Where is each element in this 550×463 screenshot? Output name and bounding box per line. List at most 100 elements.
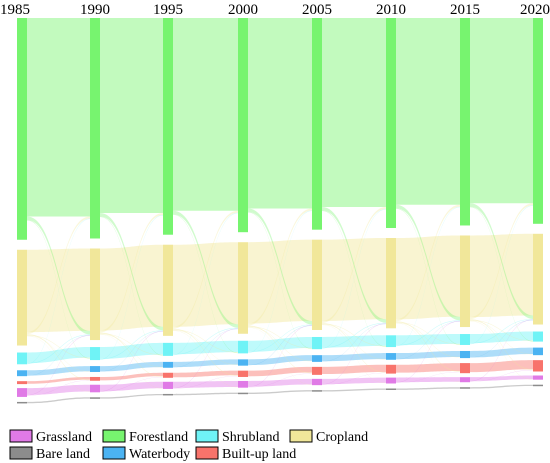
flow-shrub-to-forest-1985-1990 bbox=[27, 218, 90, 365]
node-water-2000 bbox=[238, 359, 248, 366]
flow-water-to-water-1995-2000 bbox=[173, 359, 238, 368]
flow-shrub-to-shrub-2015-2020 bbox=[470, 331, 533, 344]
legend-swatch-water bbox=[102, 446, 126, 460]
legend-swatch-crop bbox=[289, 429, 313, 443]
legend-swatch-shrub bbox=[195, 429, 219, 443]
flow-forest-to-crop-2015-2020 bbox=[470, 203, 533, 319]
flow-shrub-to-shrub-2010-2015 bbox=[396, 334, 460, 346]
node-water-2020 bbox=[533, 347, 543, 356]
flow-grass-to-crop-2010-2015 bbox=[396, 320, 460, 383]
flow-water-to-water-2005-2010 bbox=[322, 353, 386, 362]
node-shrub-1985 bbox=[17, 352, 27, 365]
flow-forest-to-shrub-2010-2015 bbox=[396, 208, 460, 345]
flow-grass-to-built-2015-2020 bbox=[470, 370, 533, 382]
node-grass-1990 bbox=[90, 384, 100, 393]
flow-water-to-water-2000-2005 bbox=[248, 355, 312, 366]
flow-bare-to-bare-1995-2000 bbox=[173, 392, 238, 396]
flow-built-to-built-1990-1995 bbox=[100, 372, 163, 381]
flow-crop-to-built-2005-2010 bbox=[322, 322, 386, 373]
node-shrub-2020 bbox=[533, 331, 543, 342]
flow-forest-to-forest-1985-1990 bbox=[27, 18, 90, 217]
flow-crop-to-built-1995-2000 bbox=[173, 328, 238, 376]
node-crop-2005 bbox=[312, 239, 322, 330]
flow-crop-to-built-2010-2015 bbox=[396, 321, 460, 372]
node-crop-2000 bbox=[238, 242, 248, 334]
flow-shrub-to-crop-2010-2015 bbox=[396, 320, 460, 346]
flow-built-to-built-1995-2000 bbox=[173, 370, 238, 378]
flow-shrub-to-crop-1990-1995 bbox=[100, 330, 163, 360]
node-forest-1995 bbox=[163, 18, 173, 235]
flow-forest-to-shrub-2000-2005 bbox=[248, 212, 312, 350]
flow-links bbox=[27, 18, 533, 404]
node-forest-2000 bbox=[238, 18, 248, 233]
flow-grass-to-built-2010-2015 bbox=[396, 371, 460, 383]
node-bare-2010 bbox=[386, 388, 396, 390]
flow-crop-to-forest-1985-1990 bbox=[27, 216, 90, 335]
flow-water-to-crop-1985-1990 bbox=[27, 335, 90, 376]
flow-bare-to-bare-1990-1995 bbox=[100, 393, 163, 399]
node-bare-2000 bbox=[238, 392, 248, 395]
flow-forest-to-shrub-1990-1995 bbox=[100, 216, 163, 356]
node-crop-1990 bbox=[90, 248, 100, 341]
flow-crop-to-water-1985-1990 bbox=[27, 335, 90, 372]
node-built-2020 bbox=[533, 360, 543, 372]
node-built-1990 bbox=[90, 376, 100, 381]
node-crop-2010 bbox=[386, 238, 396, 329]
node-grass-2020 bbox=[533, 375, 543, 380]
flow-forest-to-crop-2005-2010 bbox=[322, 207, 386, 323]
flow-shrub-to-forest-1990-1995 bbox=[100, 215, 163, 360]
flow-shrub-to-shrub-1990-1995 bbox=[100, 342, 163, 359]
legend-label-crop: Cropland bbox=[316, 430, 368, 445]
node-forest-2020 bbox=[533, 18, 543, 224]
node-built-1995 bbox=[163, 372, 173, 378]
year-label-2020: 2020 bbox=[520, 2, 550, 18]
flow-grass-to-crop-2015-2020 bbox=[470, 319, 533, 382]
flow-crop-to-water-2010-2015 bbox=[396, 322, 460, 358]
flow-shrub-to-shrub-1985-1990 bbox=[27, 347, 90, 364]
node-crop-1985 bbox=[17, 249, 27, 346]
flow-forest-to-crop-1995-2000 bbox=[173, 210, 238, 328]
node-forest-2005 bbox=[312, 18, 322, 230]
node-crop-2015 bbox=[460, 235, 470, 328]
node-forest-1985 bbox=[17, 18, 27, 240]
flow-crop-to-forest-2005-2010 bbox=[322, 207, 386, 323]
flow-crop-to-forest-2015-2020 bbox=[470, 203, 533, 320]
flow-crop-to-grass-1995-2000 bbox=[173, 330, 238, 388]
node-built-2000 bbox=[238, 370, 248, 377]
flow-built-to-built-2005-2010 bbox=[322, 364, 386, 375]
flow-crop-to-water-1990-1995 bbox=[100, 333, 163, 368]
legend: Grassland Forestland Shrubland Cropland Bare… bbox=[9, 429, 368, 462]
flow-grass-to-crop-2000-2005 bbox=[248, 325, 312, 388]
flow-built-to-built-2010-2015 bbox=[396, 363, 460, 373]
flow-crop-to-shrub-2005-2010 bbox=[322, 323, 386, 347]
flow-grass-to-grass-1990-1995 bbox=[100, 381, 163, 392]
flow-crop-to-shrub-1995-2000 bbox=[173, 329, 238, 353]
legend-swatch-built bbox=[195, 446, 219, 460]
flow-grass-to-grass-2010-2015 bbox=[396, 377, 460, 383]
node-shrub-1990 bbox=[90, 347, 100, 361]
legend-label-built: Built-up land bbox=[222, 447, 296, 462]
flow-water-to-crop-2005-2010 bbox=[322, 323, 386, 362]
legend-label-shrub: Shrubland bbox=[222, 430, 280, 445]
node-built-2015 bbox=[460, 363, 470, 374]
flow-shrub-to-shrub-2000-2005 bbox=[248, 336, 312, 352]
year-nodes bbox=[17, 18, 543, 404]
flow-bare-to-bare-2000-2005 bbox=[248, 390, 312, 395]
flow-shrub-to-forest-2015-2020 bbox=[470, 205, 533, 345]
legend-label-forest: Forestland bbox=[129, 430, 188, 445]
flow-grass-to-grass-1995-2000 bbox=[173, 380, 238, 388]
flow-crop-to-forest-2010-2015 bbox=[396, 204, 460, 322]
flow-crop-to-water-2000-2005 bbox=[248, 326, 312, 362]
flow-bare-to-bare-2010-2015 bbox=[396, 387, 460, 390]
flow-crop-to-built-2000-2005 bbox=[248, 325, 312, 374]
flow-grass-to-built-1995-2000 bbox=[173, 375, 238, 389]
flow-forest-to-crop-2000-2005 bbox=[248, 208, 312, 325]
flow-water-to-water-1990-1995 bbox=[100, 361, 163, 372]
node-water-1995 bbox=[163, 361, 173, 368]
year-label-1990: 1990 bbox=[80, 2, 110, 18]
node-grass-2015 bbox=[460, 377, 470, 383]
node-grass-1995 bbox=[163, 381, 173, 389]
flow-forest-to-shrub-1985-1990 bbox=[27, 219, 90, 359]
flow-built-to-built-2000-2005 bbox=[248, 366, 312, 377]
year-label-2005: 2005 bbox=[302, 2, 332, 18]
